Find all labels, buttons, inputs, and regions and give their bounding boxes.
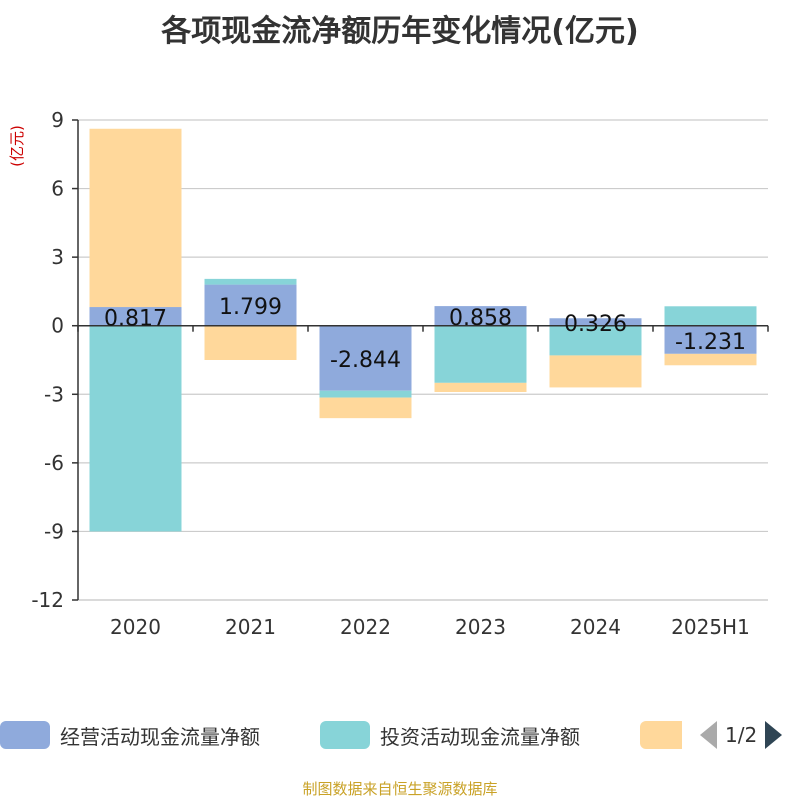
legend-prev-page-icon[interactable] bbox=[700, 721, 717, 749]
y-tick-label: -9 bbox=[44, 519, 64, 543]
y-tick-label: 6 bbox=[51, 177, 64, 201]
x-tick-label: 2022 bbox=[340, 615, 391, 639]
legend-pager: 1/2 bbox=[700, 716, 783, 754]
bar-2024-series-0 bbox=[549, 318, 642, 326]
legend-next-page-icon[interactable] bbox=[765, 721, 783, 749]
legend-swatch-financing bbox=[640, 721, 682, 749]
data-label-2020: 0.817 bbox=[104, 306, 167, 331]
x-tick-label: 2024 bbox=[570, 615, 621, 639]
y-tick-label: 0 bbox=[51, 314, 64, 338]
bar-2023-series-2 bbox=[434, 382, 527, 392]
bar-2021-series-0 bbox=[204, 284, 297, 326]
bar-2025H1-series-2 bbox=[664, 353, 757, 366]
bar-2020-series-2 bbox=[89, 128, 182, 308]
x-tick-label: 2021 bbox=[225, 615, 276, 639]
bar-2024-series-2 bbox=[549, 355, 642, 388]
data-label-2022: -2.844 bbox=[330, 348, 401, 373]
data-label-2023: 0.858 bbox=[449, 306, 512, 331]
bar-2021-series-2 bbox=[204, 325, 297, 360]
bar-2023-series-1 bbox=[434, 325, 527, 383]
bar-2022-series-1 bbox=[319, 390, 412, 398]
data-source-note: 制图数据来自恒生聚源数据库 bbox=[302, 780, 498, 798]
y-tick-label: 3 bbox=[51, 245, 64, 269]
bar-2024-series-1 bbox=[549, 325, 642, 356]
x-tick-label: 2020 bbox=[110, 615, 161, 639]
legend-swatch-operating bbox=[0, 721, 50, 749]
legend-swatch-investing bbox=[320, 721, 370, 749]
y-tick-label: -6 bbox=[44, 451, 64, 475]
bar-2020-series-1 bbox=[89, 325, 182, 532]
chart-title: 各项现金流净额历年变化情况(亿元) bbox=[161, 14, 639, 49]
legend-label-operating: 经营活动现金流量净额 bbox=[60, 724, 260, 749]
legend-page-indicator: 1/2 bbox=[725, 723, 758, 747]
legend-item-operating[interactable]: 经营活动现金流量净额 bbox=[0, 716, 260, 754]
data-label-2025H1: -1.231 bbox=[675, 330, 746, 355]
legend-label-investing: 投资活动现金流量净额 bbox=[380, 724, 580, 749]
data-label-2021: 1.799 bbox=[219, 295, 282, 320]
data-label-2024: 0.326 bbox=[564, 312, 627, 337]
bar-2025H1-series-1 bbox=[664, 306, 757, 326]
bar-2022-series-2 bbox=[319, 397, 412, 419]
bar-2021-series-1 bbox=[204, 278, 297, 285]
x-tick-label: 2025H1 bbox=[671, 615, 750, 639]
bar-2025H1-series-0 bbox=[664, 325, 757, 354]
x-tick-label: 2023 bbox=[455, 615, 506, 639]
y-axis-title: (亿元) bbox=[8, 125, 26, 167]
bar-2020-series-0 bbox=[89, 307, 182, 326]
legend-item-investing[interactable]: 投资活动现金流量净额 bbox=[320, 716, 580, 754]
chart-plot: 9 6 3 0 -3 -6 -9 -12 (亿元) 2020 2021 2022 2023 2024 202… bbox=[8, 108, 769, 639]
legend-item-financing[interactable] bbox=[640, 716, 682, 754]
y-tick-label: -12 bbox=[31, 588, 64, 612]
y-tick-label: 9 bbox=[51, 108, 64, 132]
bar-2023-series-0 bbox=[434, 306, 527, 326]
legend: 经营活动现金流量净额 投资活动现金流量净额 1/2 bbox=[0, 716, 800, 756]
y-tick-label: -3 bbox=[44, 382, 64, 406]
bar-2022-series-0 bbox=[319, 325, 412, 391]
